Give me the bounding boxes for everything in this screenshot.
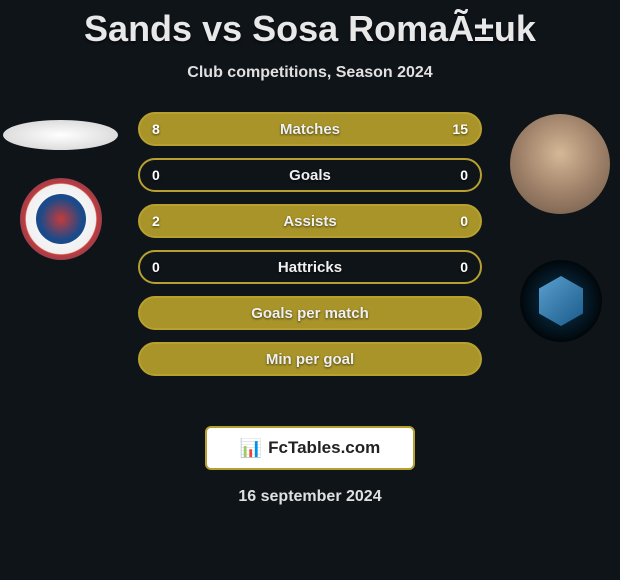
team-right-logo bbox=[520, 260, 602, 342]
stat-left-value: 2 bbox=[152, 213, 160, 229]
stat-right-value: 0 bbox=[460, 259, 468, 275]
stats-list: 8 Matches 15 0 Goals 0 2 Assists 0 0 Hattricks 0 Goa… bbox=[138, 112, 482, 388]
stat-right-value: 0 bbox=[460, 167, 468, 183]
stat-row: 2 Assists 0 bbox=[138, 204, 482, 238]
stat-row: 8 Matches 15 bbox=[138, 112, 482, 146]
page-title: Sands vs Sosa RomaÃ±uk bbox=[0, 0, 620, 50]
stat-right-value: 15 bbox=[452, 121, 468, 137]
stat-label: Matches bbox=[280, 121, 340, 138]
player-left-avatar bbox=[3, 120, 118, 150]
player-right-avatar bbox=[510, 114, 610, 214]
stat-right-value: 0 bbox=[460, 213, 468, 229]
stat-row: Goals per match bbox=[138, 296, 482, 330]
stat-left-value: 8 bbox=[152, 121, 160, 137]
stat-label: Min per goal bbox=[266, 351, 354, 368]
stat-label: Assists bbox=[283, 213, 336, 230]
site-name: FcTables.com bbox=[268, 438, 380, 458]
comparison-panel: 8 Matches 15 0 Goals 0 2 Assists 0 0 Hattricks 0 Goa… bbox=[0, 112, 620, 432]
footer-date: 16 september 2024 bbox=[0, 488, 620, 506]
stat-row: 0 Goals 0 bbox=[138, 158, 482, 192]
stat-left-value: 0 bbox=[152, 259, 160, 275]
stat-left-value: 0 bbox=[152, 167, 160, 183]
stat-label: Goals bbox=[289, 167, 331, 184]
stat-label: Hattricks bbox=[278, 259, 342, 276]
team-left-logo bbox=[20, 178, 102, 260]
stat-row: Min per goal bbox=[138, 342, 482, 376]
subtitle: Club competitions, Season 2024 bbox=[0, 64, 620, 82]
stat-label: Goals per match bbox=[251, 305, 369, 322]
chart-icon: 📊 bbox=[240, 438, 262, 459]
site-badge: 📊 FcTables.com bbox=[205, 426, 415, 470]
stat-row: 0 Hattricks 0 bbox=[138, 250, 482, 284]
